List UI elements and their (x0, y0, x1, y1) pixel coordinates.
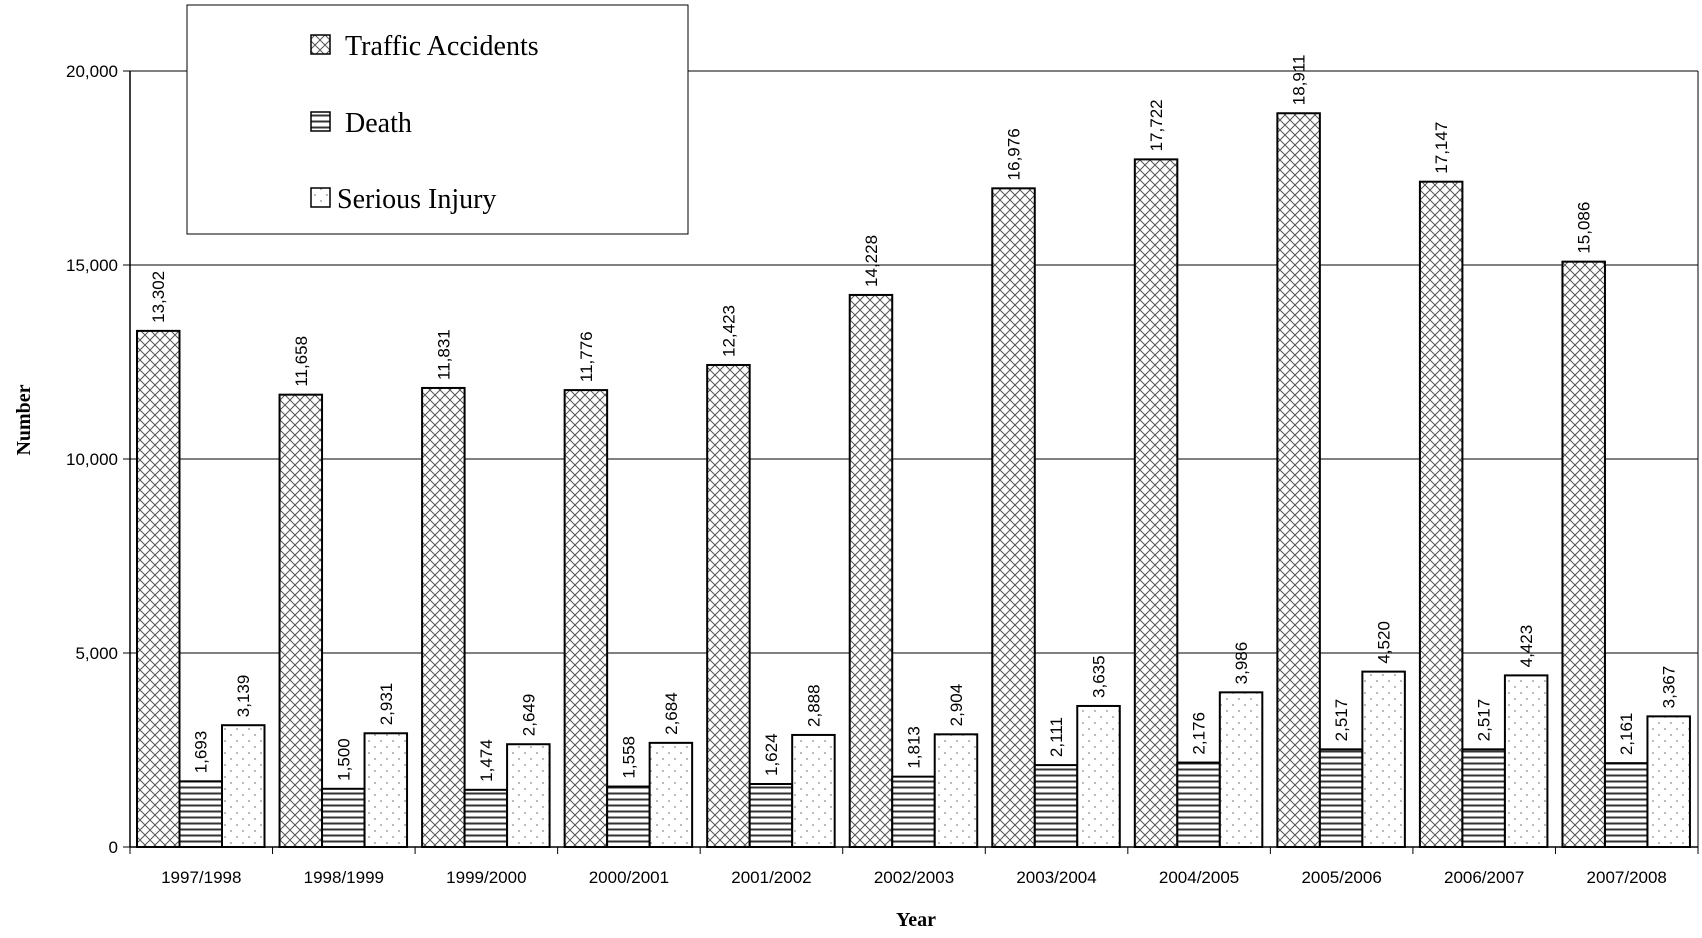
legend-label-death: Death (345, 108, 412, 139)
legend: Traffic Accidents Death Serious Injury (186, 4, 689, 235)
legend-box (186, 4, 689, 235)
x-tick-label: 2006/2007 (1444, 868, 1524, 887)
bar-death-2000-2001 (606, 785, 651, 849)
bar-traffic-accidents-1997-1998 (136, 329, 181, 848)
bar-death-2005-2006 (1318, 748, 1364, 848)
data-label-death: 2,517 (1475, 699, 1494, 742)
data-label-serious-injury: 3,635 (1090, 655, 1109, 698)
data-label-death: 1,624 (762, 733, 781, 776)
data-label-serious-injury: 4,520 (1375, 621, 1394, 664)
data-label-traffic-accidents: 18,911 (1290, 55, 1309, 106)
bar-serious-injury-2004-2005 (1218, 691, 1264, 848)
bar-traffic-accidents-2001-2002 (706, 363, 751, 848)
bar-serious-injury-2007-2008 (1646, 715, 1691, 849)
x-tick-label: 2005/2006 (1301, 868, 1381, 887)
y-tick-label: 10,000 (66, 450, 118, 469)
data-label-death: 1,693 (192, 731, 211, 774)
bar-death-1998-1999 (321, 787, 366, 848)
bar-traffic-accidents-2000-2001 (563, 389, 609, 848)
bar-traffic-accidents-2005-2006 (1276, 112, 1321, 849)
data-label-serious-injury: 4,423 (1517, 625, 1536, 668)
data-label-death: 2,176 (1190, 712, 1209, 755)
x-tick-label: 2002/2003 (874, 868, 954, 887)
x-tick-label: 2003/2004 (1016, 868, 1096, 887)
data-label-death: 1,500 (334, 738, 353, 781)
legend-item-death: Death (310, 108, 412, 139)
x-tick-label: 2007/2008 (1587, 868, 1667, 887)
y-tick-label: 20,000 (66, 62, 118, 81)
bar-serious-injury-1997-1998 (221, 724, 266, 848)
data-label-serious-injury: 2,904 (947, 684, 966, 727)
data-label-death: 2,111 (1047, 717, 1066, 757)
data-label-traffic-accidents: 14,228 (862, 235, 881, 287)
bar-traffic-accidents-2003-2004 (991, 187, 1036, 849)
legend-item-traffic-accidents: Traffic Accidents (310, 31, 539, 62)
axes: 0 5,000 10,000 15,000 20,000 1997/1998 1998/19… (66, 62, 1699, 887)
bar-death-2004-2005 (1176, 761, 1221, 849)
bar-death-1997-1998 (178, 780, 223, 848)
x-axis-title: Year (896, 909, 936, 931)
bar-death-2003-2004 (1033, 764, 1079, 848)
bar-death-2006-2007 (1461, 748, 1506, 848)
x-tick-label: 1998/1999 (304, 868, 384, 887)
bar-traffic-accidents-2004-2005 (1133, 158, 1179, 848)
bar-serious-injury-2005-2006 (1361, 670, 1406, 849)
data-label-traffic-accidents: 12,423 (719, 305, 738, 357)
bar-traffic-accidents-2002-2003 (848, 293, 894, 848)
bar-serious-injury-2002-2003 (933, 733, 979, 849)
bar-serious-injury-2003-2004 (1076, 704, 1121, 848)
data-label-death: 1,558 (619, 736, 638, 779)
data-label-traffic-accidents: 13,302 (149, 271, 168, 323)
data-label-serious-injury: 2,684 (662, 692, 681, 735)
y-tick-label: 5,000 (75, 644, 118, 663)
bars (136, 112, 1691, 849)
data-label-traffic-accidents: 11,658 (292, 336, 311, 387)
data-label-traffic-accidents: 17,147 (1432, 122, 1451, 174)
y-tick-label: 0 (109, 838, 118, 857)
data-label-traffic-accidents: 15,086 (1575, 202, 1594, 254)
data-label-serious-injury: 3,986 (1232, 642, 1251, 685)
legend-label-serious-injury: Serious Injury (337, 184, 496, 215)
legend-item-serious-injury: Serious Injury (310, 184, 496, 215)
bar-death-2001-2002 (748, 782, 794, 848)
bar-serious-injury-1999-2000 (506, 743, 551, 849)
bar-serious-injury-2006-2007 (1503, 674, 1549, 848)
x-tick-label: 2001/2002 (731, 868, 811, 887)
data-label-serious-injury: 2,888 (804, 684, 823, 727)
data-label-serious-injury: 3,139 (234, 675, 253, 718)
data-label-death: 1,474 (477, 739, 496, 782)
data-labels: 13,302 1,693 3,139 11,658 1,500 2,931 11,831 1,… (149, 55, 1678, 782)
data-label-serious-injury: 2,649 (519, 694, 538, 737)
data-label-traffic-accidents: 11,831 (434, 329, 453, 380)
data-label-traffic-accidents: 17,722 (1147, 99, 1166, 151)
legend-label-traffic-accidents: Traffic Accidents (345, 31, 539, 62)
x-tick-label: 2004/2005 (1159, 868, 1239, 887)
x-tick-label: 1997/1998 (161, 868, 241, 887)
bar-serious-injury-1998-1999 (363, 732, 409, 849)
bar-death-2002-2003 (891, 775, 936, 848)
y-tick-label: 15,000 (66, 256, 118, 275)
bar-traffic-accidents-1998-1999 (278, 393, 324, 848)
x-tick-label: 2000/2001 (589, 868, 669, 887)
legend-swatch-traffic-accidents (310, 34, 331, 55)
data-label-traffic-accidents: 11,776 (577, 331, 596, 382)
x-tick-label: 1999/2000 (446, 868, 526, 887)
bar-traffic-accidents-2006-2007 (1418, 180, 1464, 848)
legend-swatch-death (310, 111, 331, 132)
data-label-serious-injury: 3,367 (1660, 666, 1679, 709)
bar-traffic-accidents-1999-2000 (421, 386, 466, 848)
bar-death-1999-2000 (463, 788, 509, 848)
data-label-death: 2,161 (1617, 713, 1636, 756)
data-label-traffic-accidents: 16,976 (1005, 128, 1024, 180)
legend-swatch-serious-injury (310, 187, 331, 208)
bar-death-2007-2008 (1603, 762, 1649, 848)
bar-serious-injury-2001-2002 (791, 733, 836, 849)
bar-serious-injury-2000-2001 (648, 741, 694, 848)
y-axis-title: Number (13, 384, 35, 455)
bar-traffic-accidents-2007-2008 (1561, 260, 1606, 848)
data-label-serious-injury: 2,931 (377, 683, 396, 726)
data-label-death: 2,517 (1332, 699, 1351, 742)
data-label-death: 1,813 (904, 726, 923, 769)
